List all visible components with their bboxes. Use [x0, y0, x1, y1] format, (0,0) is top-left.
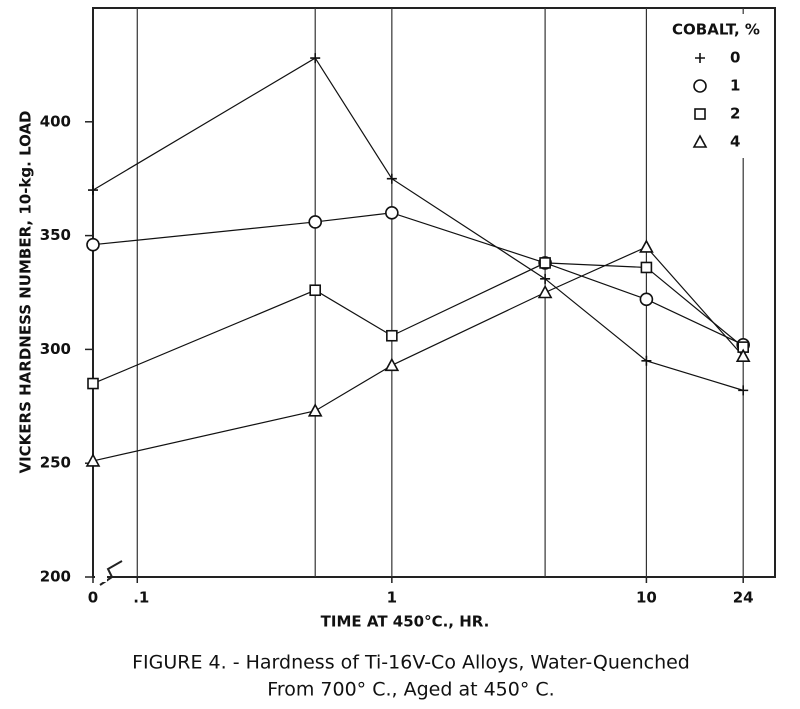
marker: [639, 239, 654, 253]
y-tick-label: 250: [40, 454, 71, 472]
marker: [384, 357, 400, 372]
series-line: [92, 262, 744, 385]
x-axis-label: TIME AT 450°C., HR.: [321, 613, 490, 631]
y-axis-label: VICKERS HARDNESS NUMBER, 10-kg. LOAD: [17, 110, 35, 473]
marker: [386, 329, 398, 342]
y-tick-label: 350: [40, 226, 71, 244]
marker: [308, 215, 323, 229]
marker: [386, 173, 397, 184]
marker: [641, 355, 652, 366]
legend-marker: [695, 53, 705, 63]
legend-label: 0: [730, 49, 740, 67]
x-tick-label: 10: [636, 589, 657, 607]
marker: [87, 377, 99, 390]
x-tick-label: 24: [733, 589, 754, 607]
marker: [735, 348, 751, 363]
marker: [307, 403, 323, 417]
marker: [310, 53, 321, 64]
marker: [540, 273, 551, 284]
marker: [537, 284, 553, 299]
legend-marker: [693, 79, 707, 93]
axis-break-gap: [95, 570, 107, 582]
legend-marker: [694, 108, 706, 120]
plot-frame: [92, 7, 776, 578]
marker: [639, 292, 654, 307]
marker: [640, 261, 653, 274]
legend-label: 1: [730, 77, 740, 95]
y-tick-label: 400: [40, 112, 71, 130]
legend-label: 2: [730, 105, 740, 123]
series-line: [92, 212, 744, 346]
marker: [309, 284, 322, 297]
legend-box: [660, 14, 772, 158]
y-tick-label: 300: [40, 340, 71, 358]
legend-label: 4: [730, 133, 740, 151]
caption: From 700° C., Aged at 450° C.: [267, 679, 554, 701]
x-tick-label: 0: [88, 589, 98, 607]
x-tick-label: .1: [133, 589, 149, 607]
marker: [738, 385, 749, 396]
x-tick-label: 1: [387, 589, 397, 607]
marker: [86, 237, 100, 252]
marker: [85, 453, 101, 467]
legend-title: COBALT, %: [672, 21, 760, 39]
y-tick-label: 200: [40, 568, 71, 586]
legend-marker: [692, 134, 708, 148]
series-line: [92, 246, 744, 462]
marker: [539, 257, 551, 269]
marker: [385, 206, 399, 220]
marker: [88, 185, 98, 196]
caption: FIGURE 4. - Hardness of Ti-16V-Co Alloys…: [132, 652, 690, 674]
series-line: [92, 57, 744, 391]
